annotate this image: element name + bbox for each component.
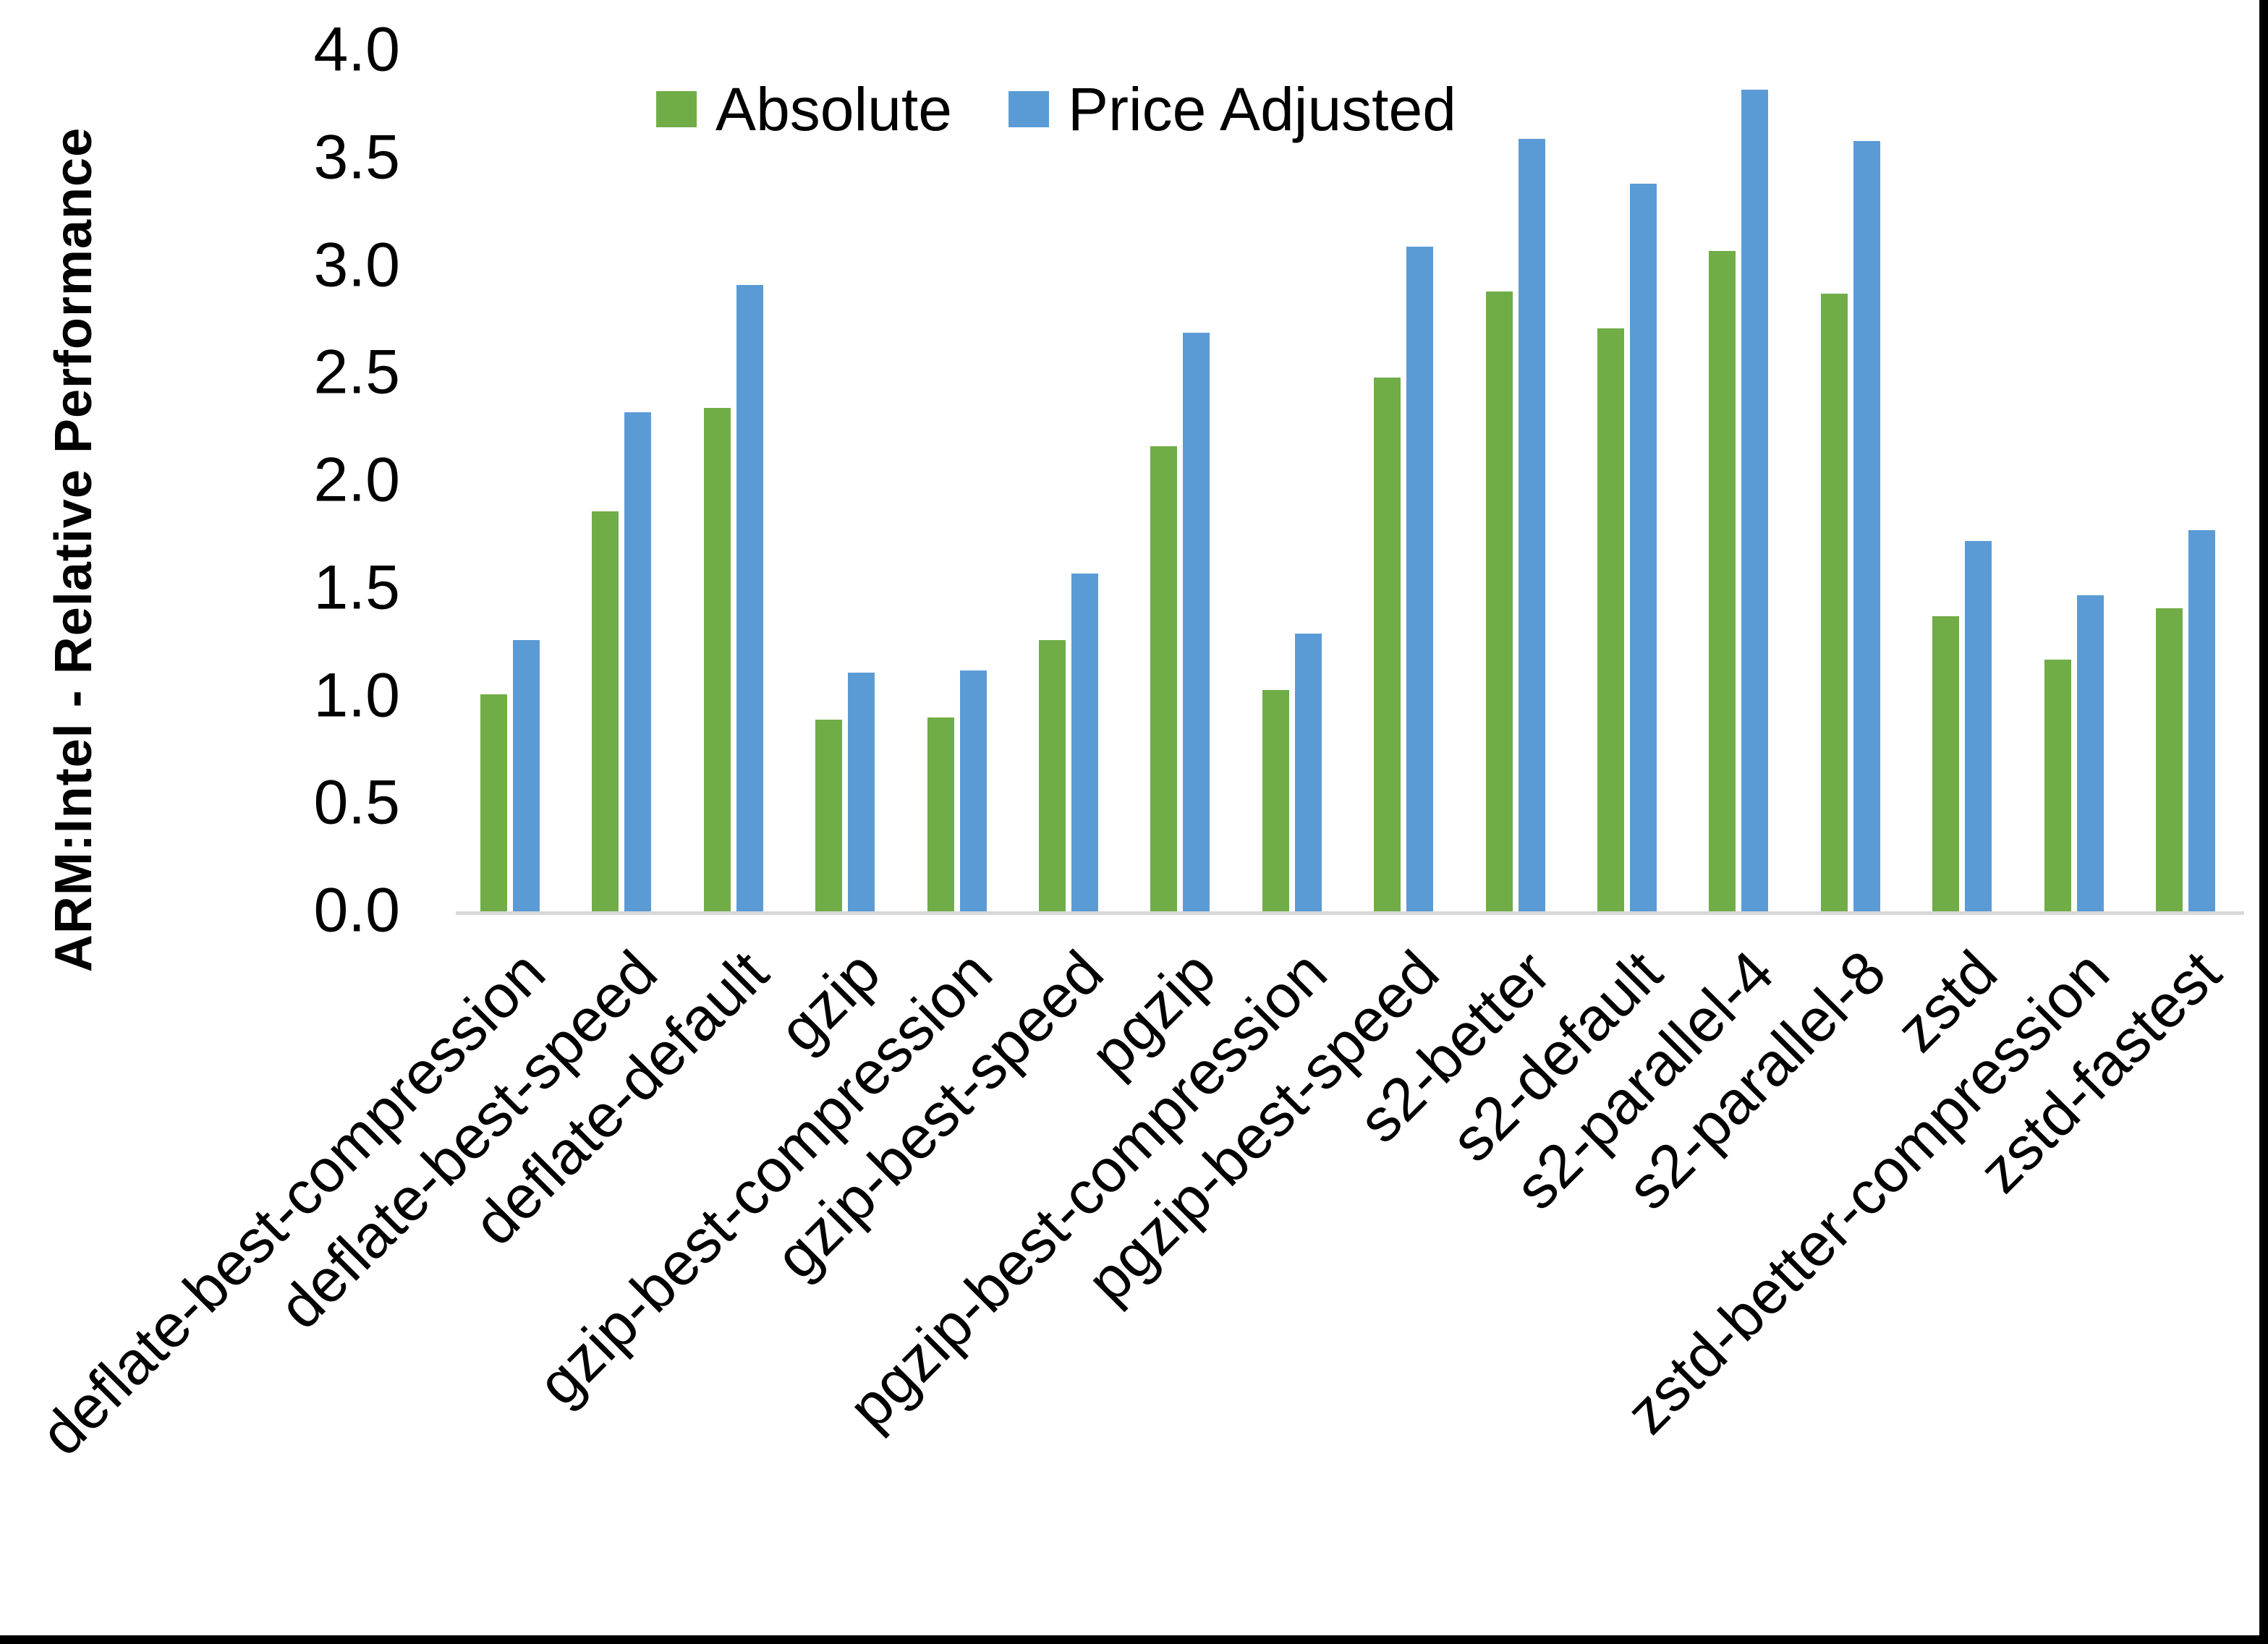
bar-group-s2-better	[1485, 138, 1545, 911]
legend-swatch-icon	[1008, 91, 1049, 127]
bar-group-zstd-fastest	[2156, 530, 2215, 911]
bar-group-deflate-best-speed	[592, 412, 652, 911]
bar-price-adjusted-gzip-best-compression	[959, 670, 987, 911]
legend-item-price-adjusted: Price Adjusted	[1008, 79, 1456, 140]
bar-group-zstd	[1932, 541, 1992, 911]
bar-price-adjusted-zstd-better-compression	[2076, 595, 2104, 911]
bar-price-adjusted-gzip-best-speed	[1071, 573, 1098, 911]
x-axis-baseline	[456, 911, 2244, 915]
bar-absolute-gzip-best-speed	[1039, 640, 1066, 911]
y-tick-3.5: 3.5	[313, 122, 400, 192]
bar-price-adjusted-deflate-best-compression	[513, 640, 540, 911]
y-tick-0.5: 0.5	[313, 767, 400, 838]
legend-item-absolute: Absolute	[656, 79, 952, 140]
bar-absolute-s2-parallel-4	[1709, 250, 1736, 911]
bar-price-adjusted-s2-default	[1630, 184, 1657, 911]
bar-absolute-deflate-best-compression	[480, 694, 507, 911]
y-tick-4.0: 4.0	[313, 14, 400, 85]
legend-label: Price Adjusted	[1067, 75, 1456, 143]
bar-absolute-pgzip-best-compression	[1262, 689, 1289, 911]
y-tick-0.0: 0.0	[313, 875, 400, 945]
y-tick-1.5: 1.5	[313, 553, 400, 623]
bar-price-adjusted-zstd	[1965, 541, 1992, 911]
y-axis-title-text: ARM:Intel - Relative Performance	[45, 127, 103, 973]
bar-price-adjusted-pgzip	[1183, 332, 1210, 911]
bar-price-adjusted-s2-better	[1518, 138, 1545, 911]
bar-price-adjusted-zstd-fastest	[2188, 530, 2215, 911]
bar-group-gzip	[815, 672, 875, 911]
bar-price-adjusted-pgzip-best-compression	[1294, 634, 1322, 911]
bar-absolute-pgzip	[1150, 446, 1178, 911]
bar-price-adjusted-deflate-default	[736, 285, 763, 911]
bar-group-pgzip-best-speed	[1374, 246, 1434, 911]
bar-absolute-s2-default	[1597, 328, 1624, 911]
y-tick-3.0: 3.0	[313, 229, 400, 299]
legend-swatch-icon	[656, 91, 697, 127]
bar-price-adjusted-deflate-best-speed	[624, 412, 652, 911]
bar-price-adjusted-s2-parallel-4	[1741, 89, 1769, 911]
bar-absolute-zstd	[1932, 616, 1960, 911]
bar-price-adjusted-pgzip-best-speed	[1406, 246, 1434, 911]
bar-price-adjusted-s2-parallel-8	[1853, 140, 1880, 911]
bar-absolute-s2-better	[1485, 291, 1513, 911]
plot-area	[456, 51, 2244, 915]
bar-group-s2-default	[1597, 184, 1657, 911]
bar-group-s2-parallel-8	[1820, 140, 1880, 911]
bar-group-deflate-default	[703, 285, 763, 911]
bar-absolute-gzip-best-compression	[927, 717, 954, 911]
bar-group-zstd-better-compression	[2044, 595, 2104, 911]
bar-group-s2-parallel-4	[1709, 89, 1769, 911]
y-axis-title: ARM:Intel - Relative Performance	[11, 29, 137, 1070]
bar-absolute-gzip	[815, 720, 843, 911]
y-tick-2.0: 2.0	[313, 445, 400, 515]
bar-group-pgzip	[1150, 332, 1210, 911]
bar-group-deflate-best-compression	[480, 640, 540, 911]
y-tick-2.5: 2.5	[313, 337, 400, 407]
bar-price-adjusted-gzip	[848, 672, 875, 911]
bar-absolute-pgzip-best-speed	[1374, 378, 1401, 911]
bar-absolute-zstd-fastest	[2156, 608, 2183, 911]
bar-group-pgzip-best-compression	[1262, 634, 1322, 911]
y-tick-1.0: 1.0	[313, 660, 400, 730]
legend-label: Absolute	[715, 75, 952, 143]
bar-absolute-deflate-default	[703, 407, 731, 911]
bar-group-gzip-best-speed	[1039, 573, 1098, 911]
bar-group-gzip-best-compression	[927, 670, 987, 911]
bar-absolute-deflate-best-speed	[592, 511, 619, 911]
bar-absolute-s2-parallel-8	[1820, 294, 1848, 911]
bar-absolute-zstd-better-compression	[2044, 659, 2071, 911]
legend: Absolute Price Adjusted	[656, 69, 1456, 149]
